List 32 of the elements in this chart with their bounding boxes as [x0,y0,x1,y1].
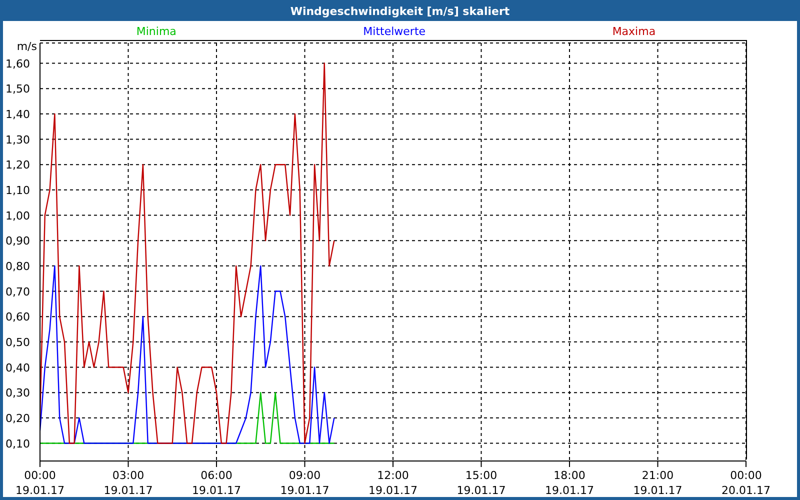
y-tick-label: 0,70 [6,285,30,298]
x-tick-label: 15:00 19.01.17 [456,469,506,497]
y-tick-label: 0,30 [6,386,30,400]
y-tick-label: 1,20 [6,158,30,172]
chart-title: Windgeschwindigkeit [m/s] skaliert [3,3,797,21]
y-tick-label: 1,60 [6,57,30,70]
line-series [40,265,335,444]
y-tick-label: 0,60 [6,310,30,324]
x-tick-label: 06:00 19.01.17 [192,469,241,497]
y-tick-label: 0,20 [6,412,30,425]
y-tick-label: 0,90 [6,234,30,248]
x-tick-label: 18:00 19.01.17 [545,469,594,497]
x-tick-label: 00:00 20.01.17 [722,469,770,497]
y-tick-label: 0,40 [6,361,30,374]
y-axis-title: m/s [16,40,37,53]
y-tick-label: 1,50 [6,82,30,96]
y-tick-label: 0,10 [6,437,30,450]
y-tick-label: 0,80 [6,260,30,273]
y-tick-label: 0,50 [6,336,30,349]
x-tick-label: 09:00 19.01.17 [280,469,330,497]
text: Maxima [612,25,656,38]
text: Minima [136,25,176,38]
x-tick-label: 03:00 19.01.17 [104,469,153,497]
y-tick-label: 1,10 [6,184,30,197]
text: Mittelwerte [363,25,426,38]
line-series [40,62,335,444]
x-tick-label: 00:00 19.01.17 [16,469,64,497]
y-tick-label: 1,30 [6,133,30,146]
x-tick-label: 21:00 19.01.17 [633,469,682,497]
y-tick-label: 1,40 [6,108,30,121]
x-tick-label: 12:00 19.01.17 [368,469,418,497]
y-tick-label: 1,00 [6,209,30,222]
